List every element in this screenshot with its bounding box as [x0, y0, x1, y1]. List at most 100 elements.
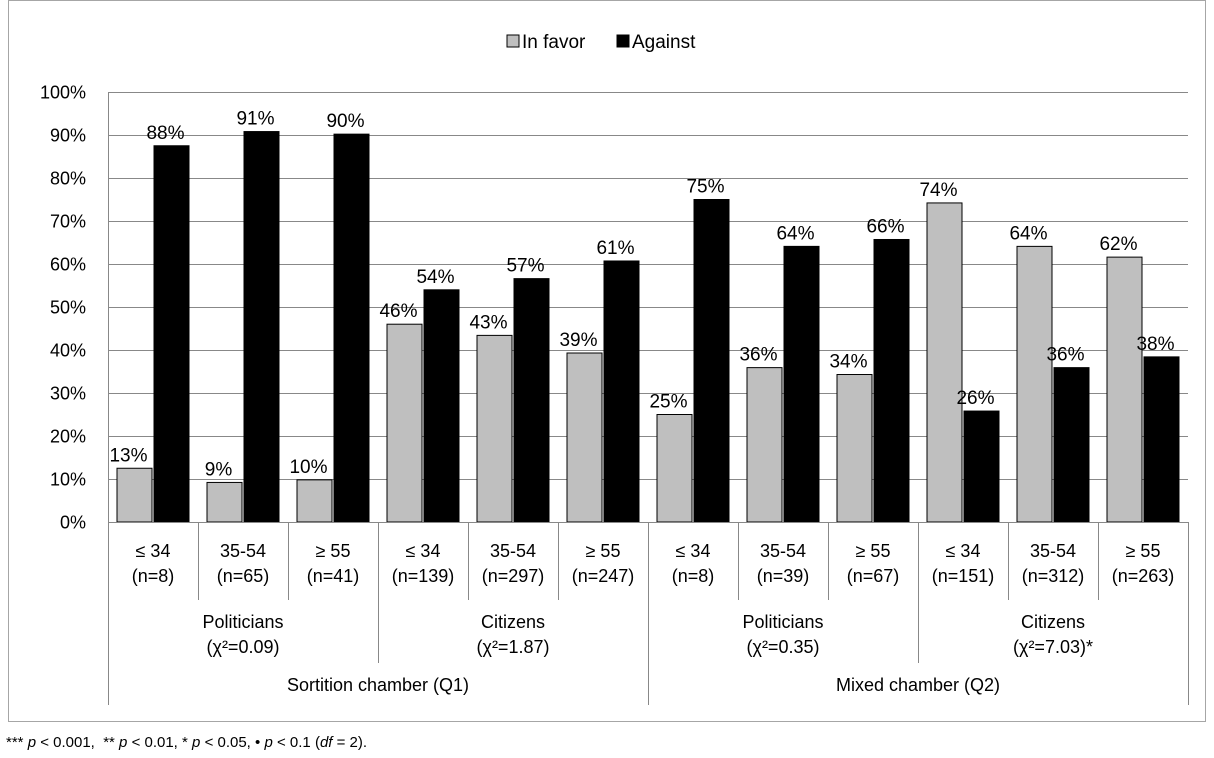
bar-against — [513, 278, 550, 523]
group-label: Politicians — [742, 612, 823, 632]
data-label-against: 26% — [956, 388, 994, 409]
y-tick-label: 0% — [60, 513, 86, 533]
bar-in-favor — [296, 479, 333, 523]
age-category-label: 35-54 — [760, 541, 806, 561]
y-tick-label: 20% — [50, 427, 86, 447]
bar-in-favor — [386, 323, 423, 523]
footnote-v2: < 0.01, — [131, 734, 178, 751]
group-label: Citizens — [1021, 612, 1085, 632]
sample-size-label: (n=151) — [932, 566, 995, 586]
group-stat-label: (χ²=0.35) — [747, 637, 820, 657]
y-tick-label: 80% — [50, 169, 86, 189]
sample-size-label: (n=65) — [217, 566, 270, 586]
group-stat-label: (χ²=7.03)* — [1013, 637, 1093, 657]
data-label-in-favor: 39% — [559, 330, 597, 351]
legend-label-against: Against — [632, 32, 696, 53]
footnote-p2: p — [119, 734, 128, 751]
age-category-label: ≥ 55 — [586, 541, 621, 561]
data-label-in-favor: 43% — [469, 312, 507, 333]
bar-against — [423, 289, 460, 523]
legend-swatch-in-favor — [506, 34, 520, 48]
footnote-p0: p — [264, 734, 273, 751]
legend: In favor Against — [506, 32, 696, 53]
data-label-against: 88% — [146, 123, 184, 144]
data-label-against: 90% — [326, 111, 364, 132]
age-category-label: ≤ 34 — [406, 541, 441, 561]
age-category-label: ≥ 55 — [1126, 541, 1161, 561]
legend-swatch-against — [616, 34, 630, 48]
y-tick-label: 50% — [50, 298, 86, 318]
age-category-label: ≤ 34 — [136, 541, 171, 561]
bar-in-favor — [1106, 256, 1143, 523]
y-tick-label: 40% — [50, 341, 86, 361]
footnote-stars2: ** — [103, 734, 115, 751]
age-category-label: 35-54 — [490, 541, 536, 561]
y-tick-label: 60% — [50, 255, 86, 275]
bar-in-favor — [1016, 245, 1053, 523]
group-label: Politicians — [202, 612, 283, 632]
data-label-in-favor: 10% — [289, 457, 327, 478]
data-label-in-favor: 34% — [829, 352, 867, 373]
data-label-against: 57% — [506, 256, 544, 277]
y-tick-label: 90% — [50, 126, 86, 146]
age-category-label: 35-54 — [220, 541, 266, 561]
data-label-against: 36% — [1046, 345, 1084, 366]
sample-size-label: (n=39) — [757, 566, 810, 586]
y-tick-label: 10% — [50, 470, 86, 490]
data-label-in-favor: 9% — [205, 459, 233, 480]
sample-size-label: (n=8) — [132, 566, 175, 586]
bar-against — [153, 145, 190, 523]
footnote-stars3: *** — [6, 734, 24, 751]
footnote-v1: < 0.05, — [204, 734, 251, 751]
category-labels: ≤ 34 (n=8) 35-54 (n=65) ≥ 55 (n=41) ≤ 34 (n=139… — [132, 541, 1175, 695]
footnote-p3: p — [27, 734, 37, 751]
bar-against — [693, 199, 730, 523]
age-category-label: ≥ 55 — [856, 541, 891, 561]
data-label-against: 91% — [236, 109, 274, 130]
footnote-v3: < 0.001, — [40, 734, 95, 751]
age-category-label: ≤ 34 — [676, 541, 711, 561]
y-tick-label: 30% — [50, 384, 86, 404]
bar-against — [783, 245, 820, 523]
group-stat-label: (χ²=1.87) — [477, 637, 550, 657]
bar-in-favor — [476, 334, 513, 523]
bar-in-favor — [746, 367, 783, 523]
sample-size-label: (n=263) — [1112, 566, 1175, 586]
y-axis-tick-labels: 0% 10% 20% 30% 40% 50% 60% 70% 80% 90% 100% — [40, 83, 86, 533]
bar-in-favor — [656, 414, 693, 523]
sample-size-label: (n=8) — [672, 566, 715, 586]
footnote: *** p < 0.001, ** p < 0.01, * p < 0.05, … — [6, 734, 367, 751]
age-category-label: ≥ 55 — [316, 541, 351, 561]
category-axis — [108, 92, 1189, 705]
data-labels: 13% 9% 10% 46% 43% 39% 25% 36% 34% 74% 64% 62% 88% 91… — [109, 109, 1174, 481]
data-label-in-favor: 46% — [379, 301, 417, 322]
footnote-df-close: = 2). — [336, 734, 368, 751]
sample-size-label: (n=297) — [482, 566, 545, 586]
data-label-against: 75% — [686, 177, 724, 198]
bar-against — [603, 260, 640, 523]
y-tick-label: 70% — [50, 212, 86, 232]
age-category-label: ≤ 34 — [946, 541, 981, 561]
legend-label-in-favor: In favor — [522, 32, 586, 53]
footnote-df-open: ( — [314, 734, 320, 751]
data-label-against: 66% — [866, 216, 904, 237]
bar-in-favor — [566, 352, 603, 523]
data-label-in-favor: 36% — [739, 345, 777, 366]
data-label-against: 64% — [776, 223, 814, 244]
chamber-label: Sortition chamber (Q1) — [287, 675, 469, 695]
bars — [116, 131, 1180, 523]
data-label-in-favor: 64% — [1009, 223, 1047, 244]
bar-in-favor — [926, 202, 963, 523]
footnote-v0: < 0.1 — [276, 734, 311, 751]
group-label: Citizens — [481, 612, 545, 632]
sample-size-label: (n=67) — [847, 566, 900, 586]
data-label-in-favor: 62% — [1099, 234, 1137, 255]
footnote-p1: p — [192, 734, 201, 751]
chamber-label: Mixed chamber (Q2) — [836, 675, 1000, 695]
bar-against — [1053, 367, 1090, 523]
footnote-dot: • — [255, 734, 261, 751]
footnote-df: df — [319, 734, 333, 751]
bar-against — [333, 133, 370, 523]
sample-size-label: (n=312) — [1022, 566, 1085, 586]
